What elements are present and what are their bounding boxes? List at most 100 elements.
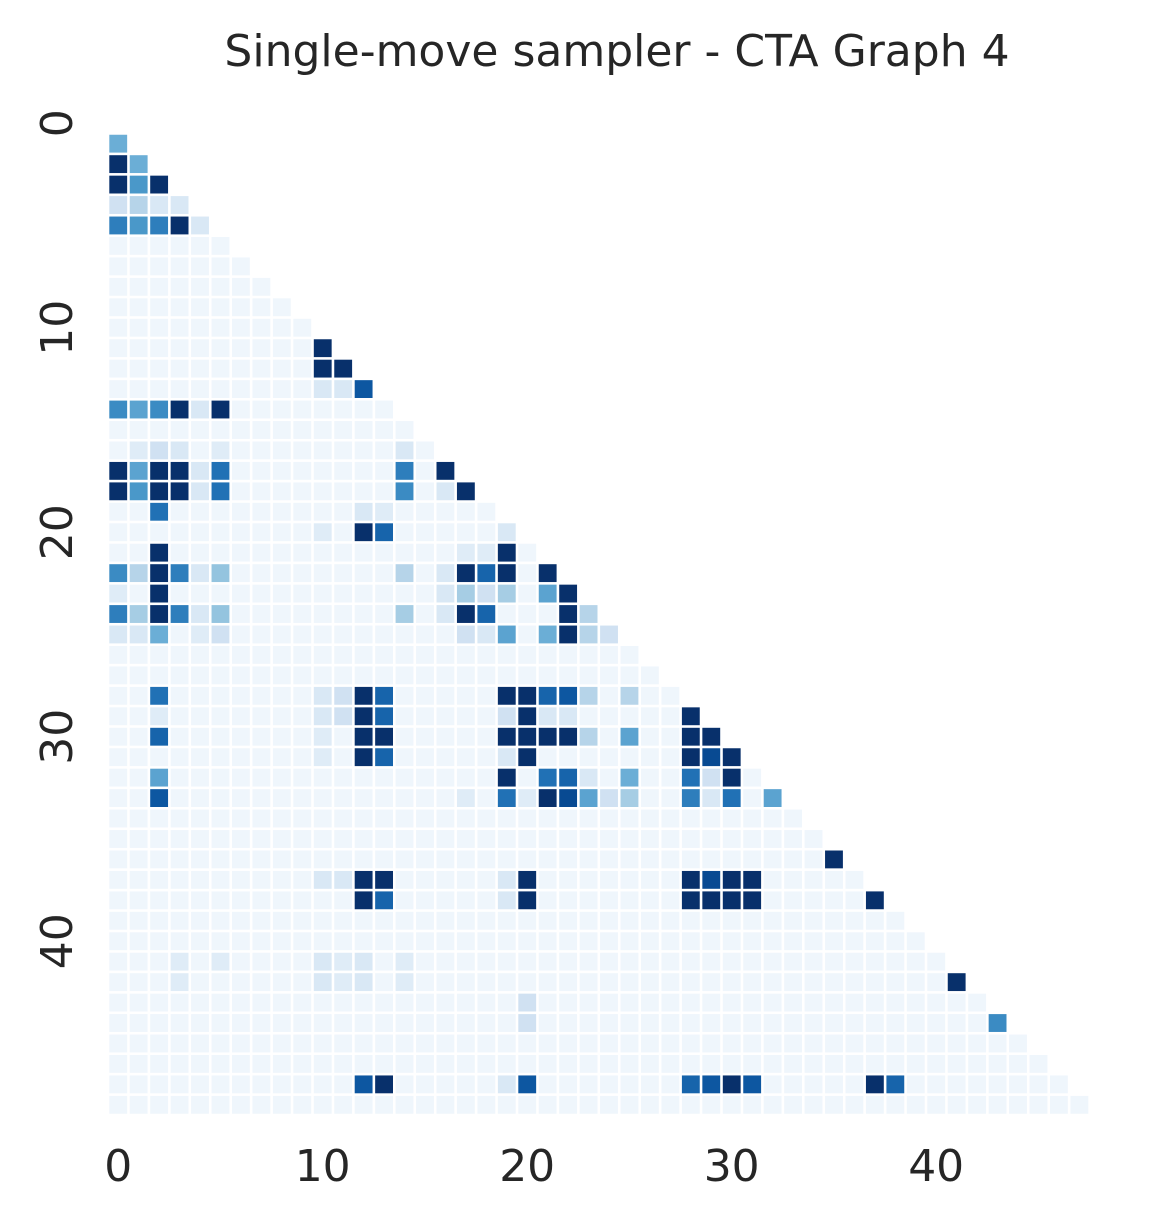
heatmap-cell <box>579 625 598 644</box>
heatmap-cell <box>395 1034 414 1053</box>
heatmap-cell <box>456 666 475 685</box>
heatmap-cell <box>825 993 843 1012</box>
heatmap-cell <box>354 1075 373 1094</box>
heatmap-cell <box>211 277 230 296</box>
heatmap-cell <box>375 1055 393 1073</box>
heatmap-cell <box>456 1014 475 1032</box>
heatmap-cell <box>661 1075 680 1094</box>
heatmap-cell <box>150 421 169 439</box>
heatmap-cell <box>702 1075 721 1094</box>
heatmap-cell <box>600 911 618 930</box>
heatmap-cell <box>170 952 189 971</box>
heatmap-cell <box>170 748 189 767</box>
heatmap-cell <box>538 605 557 623</box>
heatmap-cell <box>477 891 496 910</box>
heatmap-cell <box>129 155 148 174</box>
heatmap-cell <box>313 809 332 828</box>
heatmap-cell <box>334 1055 353 1073</box>
heatmap-cell <box>129 1034 148 1053</box>
heatmap-cell <box>641 727 659 746</box>
heatmap-cell <box>293 973 312 992</box>
heatmap-cell <box>129 482 148 501</box>
heatmap-cell <box>191 830 209 848</box>
heatmap-cell <box>129 564 148 583</box>
heatmap-cell <box>620 748 639 767</box>
heatmap-cell <box>620 809 639 828</box>
heatmap-cell <box>743 830 762 848</box>
heatmap-cell <box>416 993 434 1012</box>
heatmap-cell <box>191 727 209 746</box>
heatmap-cell <box>518 727 537 746</box>
heatmap-cell <box>313 646 332 664</box>
heatmap-cell <box>354 748 373 767</box>
heatmap-cell <box>538 993 557 1012</box>
heatmap-cell <box>456 1034 475 1053</box>
heatmap-cell <box>191 911 209 930</box>
heatmap-cell <box>641 1034 659 1053</box>
heatmap-cell <box>252 830 271 848</box>
heatmap-cell <box>825 1055 843 1073</box>
heatmap-cell <box>334 748 353 767</box>
heatmap-cell <box>845 993 864 1012</box>
heatmap-cell <box>129 277 148 296</box>
heatmap-cell <box>416 625 434 644</box>
heatmap-cell <box>497 564 516 583</box>
heatmap-cell <box>477 646 496 664</box>
x-tick-label: 20 <box>499 1141 555 1192</box>
heatmap-cell <box>150 1075 169 1094</box>
heatmap-cell <box>681 870 700 889</box>
heatmap-cell <box>170 789 189 807</box>
heatmap-cell <box>313 789 332 807</box>
heatmap-cell <box>456 1055 475 1073</box>
heatmap-cell <box>313 441 332 460</box>
heatmap-cell <box>354 891 373 910</box>
heatmap-cell <box>211 625 230 644</box>
heatmap-cell <box>865 1014 884 1032</box>
heatmap-cell <box>722 789 741 807</box>
heatmap-cell <box>395 605 414 623</box>
heatmap-cell <box>375 625 393 644</box>
heatmap-cell <box>600 1014 618 1032</box>
heatmap-cell <box>661 789 680 807</box>
heatmap-cell <box>354 523 373 542</box>
heatmap-cell <box>109 155 128 174</box>
heatmap-cell <box>559 768 578 787</box>
heatmap-cell <box>354 1034 373 1053</box>
heatmap-cell <box>129 523 148 542</box>
heatmap-cell <box>579 891 598 910</box>
heatmap-cell <box>109 175 128 194</box>
heatmap-cell <box>518 666 537 685</box>
heatmap-cell <box>641 932 659 951</box>
heatmap-cell <box>232 543 250 562</box>
heatmap-cell <box>375 830 393 848</box>
heatmap-cell <box>232 482 250 501</box>
heatmap-cell <box>191 1095 209 1114</box>
heatmap-cell <box>211 380 230 398</box>
heatmap-cell <box>538 584 557 603</box>
heatmap-cell <box>129 911 148 930</box>
heatmap-cell <box>702 748 721 767</box>
heatmap-cell <box>232 707 250 726</box>
heatmap-cell <box>170 277 189 296</box>
heatmap-cell <box>436 461 455 480</box>
heatmap-cell <box>927 973 946 992</box>
heatmap-cell <box>129 625 148 644</box>
heatmap-cell <box>784 891 802 910</box>
heatmap-cell <box>150 686 169 705</box>
heatmap-cell <box>150 973 169 992</box>
heatmap-cell <box>109 461 128 480</box>
heatmap-cell <box>211 686 230 705</box>
heatmap-cell <box>211 543 230 562</box>
heatmap-cell <box>191 646 209 664</box>
heatmap-cell <box>252 502 271 521</box>
heatmap-cell <box>722 932 741 951</box>
heatmap-cell <box>109 646 128 664</box>
heatmap-cell <box>763 870 782 889</box>
heatmap-cell <box>395 748 414 767</box>
heatmap-cell <box>477 1034 496 1053</box>
heatmap-cell <box>456 993 475 1012</box>
heatmap-cell <box>518 686 537 705</box>
heatmap-cell <box>252 748 271 767</box>
heatmap-cell <box>313 380 332 398</box>
heatmap-cell <box>129 298 148 317</box>
